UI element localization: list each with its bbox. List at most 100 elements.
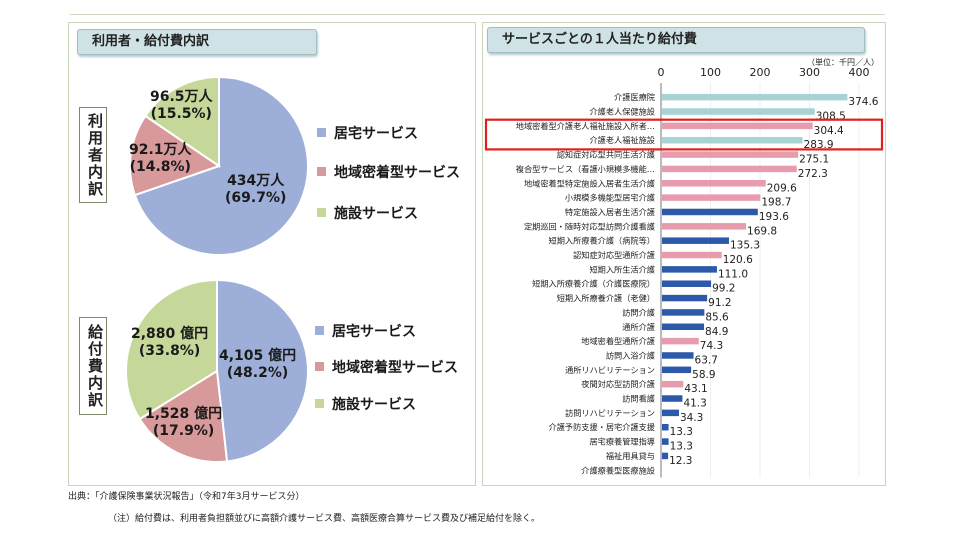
cost-slice-home: [216, 279, 309, 463]
users-pie-chart: [129, 76, 309, 256]
value-label: 193.6: [759, 211, 789, 223]
value-label: 283.9: [804, 139, 834, 151]
value-label: 272.3: [798, 168, 828, 180]
bar: [662, 309, 705, 316]
legend-label: 地域密着型サービス: [332, 360, 458, 376]
bar: [662, 93, 848, 101]
legend-home: 居宅サービス: [317, 123, 418, 143]
value-label: 12.3: [669, 455, 692, 467]
category-label: 訪問看護: [622, 394, 655, 404]
bar: [662, 323, 705, 331]
unit-label: （単位：千円／人）: [807, 57, 879, 67]
highlight-box: [484, 118, 884, 151]
bar: [662, 165, 797, 173]
bar: [662, 294, 708, 302]
bar: [662, 423, 669, 431]
category-label: 地域密着型通所介護: [581, 336, 655, 346]
legend-label: 居宅サービス: [334, 126, 418, 142]
value-label: 84.9: [705, 326, 728, 338]
value-label: 374.6: [848, 96, 878, 108]
cost-slice-facility: [125, 279, 218, 421]
value-label: 13.3: [670, 441, 693, 453]
category-label: 短期入所療養介護（介護医療院）: [532, 279, 655, 289]
cost-home-pct: (48.2%): [226, 365, 289, 381]
bar: [662, 438, 669, 445]
value-label: 13.3: [670, 426, 693, 438]
users-slice-community: [129, 114, 222, 197]
x-tick-label: 300: [799, 66, 820, 79]
value-label: 111.0: [718, 268, 748, 280]
x-tick-label: 200: [750, 66, 771, 79]
x-tick-label: 0: [658, 66, 665, 79]
category-label: 地域密着型特定施設入居者生活介護: [524, 178, 655, 188]
category-label: 短期入所療養介護（老健）: [557, 293, 655, 303]
bar: [662, 337, 699, 345]
bar: [662, 280, 712, 287]
legend-swatch: [317, 167, 326, 176]
users-community-label: 92.1万人 (14.8%): [129, 142, 192, 176]
value-label: 63.7: [695, 354, 718, 366]
category-label: 地域密着型介護老人福祉施設入所者…: [516, 121, 655, 131]
value-label: 135.3: [730, 240, 760, 252]
legend-label: 居宅サービス: [332, 324, 416, 340]
cost-facility-pct: (33.8%): [138, 343, 201, 359]
cost-pie-chart: [125, 279, 309, 463]
category-label: 介護予防支援・居宅介護支援: [549, 422, 655, 432]
cost-facility-amount: 2,880 億円: [131, 326, 209, 342]
category-label: 通所リハビリテーション: [565, 365, 655, 375]
x-tick-label: 400: [849, 66, 870, 79]
category-label: 短期入所療養介護（病院等）: [549, 236, 655, 246]
bar: [662, 409, 679, 417]
bar: [662, 251, 722, 259]
legend-community: 地域密着型サービス: [317, 162, 460, 182]
bar: [662, 366, 692, 374]
users-home-label: 434万人 (69.7%): [225, 173, 286, 207]
top-rule: [70, 14, 885, 15]
value-label: 43.1: [684, 383, 707, 395]
value-label: 120.6: [723, 254, 753, 266]
legend-swatch: [317, 128, 326, 137]
bar: [662, 180, 766, 187]
users-facility-count: 96.5万人: [150, 89, 213, 105]
category-label: 認知症対応型共同生活介護: [557, 150, 655, 160]
value-label: 99.2: [712, 283, 735, 295]
users-facility-pct: (15.5%): [150, 106, 212, 122]
category-label: 夜間対応型訪問介護: [581, 379, 655, 389]
legend-facility: 施設サービス: [317, 203, 418, 223]
value-label: 74.3: [700, 340, 723, 352]
category-label: 介護老人保健施設: [589, 107, 655, 117]
per-capita-panel: サービスごとの１人当たり給付費 （単位：千円／人） 0 100 200 300 400 介護…: [482, 22, 886, 486]
category-label: 居宅療養管理指導: [589, 437, 655, 447]
bar: [662, 452, 669, 460]
bar: [662, 194, 761, 201]
bar: [662, 237, 729, 244]
category-label: 小規模多機能型居宅介護: [565, 193, 655, 203]
legend-swatch: [315, 326, 324, 335]
cost-facility-label: 2,880 億円 (33.8%): [131, 326, 208, 360]
legend-swatch: [315, 399, 324, 408]
cost-community-label: 1,528 億円 (17.9%): [145, 406, 222, 440]
legend-label: 地域密着型サービス: [334, 165, 460, 181]
bar: [662, 380, 684, 388]
value-label: 85.6: [705, 311, 729, 323]
legend-swatch: [315, 362, 324, 371]
cost-community-pct: (17.9%): [152, 423, 215, 439]
value-label: 209.6: [767, 182, 797, 194]
bar: [662, 266, 717, 273]
cost-side-label: 給付費内訳: [79, 317, 107, 415]
users-community-count: 92.1万人: [129, 142, 192, 158]
category-label: 訪問介護: [622, 307, 655, 317]
bar: [662, 223, 747, 230]
category-label: 訪問リハビリテーション: [565, 408, 655, 418]
bar: [662, 395, 683, 402]
bar: [662, 136, 803, 144]
legend-community-2: 地域密着型サービス: [315, 357, 458, 377]
value-label: 304.4: [814, 125, 844, 137]
users-home-pct: (69.7%): [225, 190, 287, 206]
bar: [662, 352, 694, 359]
legend-facility-2: 施設サービス: [315, 394, 416, 414]
breakdown-panel: 利用者・給付費内訳 利用者内訳 給付費内訳 434万人 (69.7%) 92.1…: [68, 22, 476, 486]
chart-title: サービスごとの１人当たり給付費: [487, 27, 865, 53]
category-label: 介護医療院: [614, 92, 655, 102]
users-slice-home: [133, 76, 309, 256]
